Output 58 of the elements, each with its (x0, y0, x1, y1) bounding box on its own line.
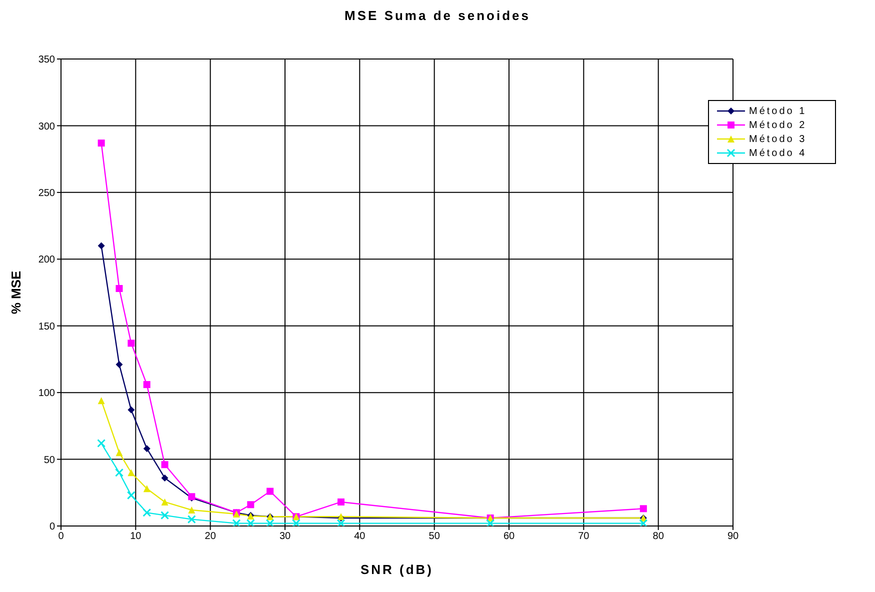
point (246, 519, 255, 526)
point (640, 505, 647, 512)
x-tick-label: 10 (130, 531, 142, 542)
x-tick-label: 60 (503, 531, 515, 542)
x-tick-label: 40 (354, 531, 366, 542)
point (188, 506, 196, 514)
point (116, 284, 123, 292)
y-tick-label: 300 (38, 121, 56, 132)
x-tick-label: 50 (428, 531, 440, 542)
point (336, 519, 346, 526)
point (142, 508, 152, 517)
point (639, 519, 648, 526)
x-tick-label: 20 (204, 531, 216, 542)
point (143, 445, 150, 452)
point (116, 361, 123, 368)
chart-title: MSE Suma de senoides (344, 8, 532, 23)
point (116, 449, 123, 456)
point (98, 242, 105, 250)
y-tick-label: 200 (38, 254, 56, 266)
legend-label: Método 1 (749, 106, 807, 116)
y-tick-label: 100 (38, 388, 56, 400)
x-tick-label: 0 (58, 531, 64, 542)
point (128, 406, 135, 414)
point (160, 511, 170, 520)
point (161, 461, 168, 468)
legend-label: Método 2 (749, 120, 807, 130)
y-axis-title: % MSE (8, 270, 24, 314)
point (114, 468, 124, 477)
point (128, 469, 135, 476)
point (161, 498, 168, 506)
y-tick-label: 250 (38, 188, 56, 199)
point (98, 397, 105, 404)
point (292, 519, 300, 526)
point (143, 381, 150, 388)
legend-label: Método 3 (749, 134, 807, 144)
y-tick-label: 0 (49, 522, 56, 533)
point (97, 439, 106, 448)
y-tick-label: 50 (44, 454, 56, 466)
y-tick-label: 150 (38, 321, 56, 332)
x-tick-label: 90 (727, 531, 739, 542)
x-tick-label: 30 (279, 531, 291, 542)
point (232, 519, 241, 526)
point (486, 519, 495, 526)
point (126, 491, 136, 500)
x-tick-label: 80 (652, 531, 664, 542)
point (161, 474, 168, 482)
legend-label: Método 4 (749, 148, 807, 158)
point (128, 340, 135, 347)
y-tick-label: 350 (38, 54, 56, 66)
x-tick-label: 70 (578, 531, 590, 542)
point (187, 515, 196, 524)
point (338, 498, 344, 506)
point (247, 501, 254, 508)
point (266, 488, 274, 495)
point (266, 519, 274, 526)
point (98, 140, 105, 147)
x-axis-title: SNR (dB) (360, 562, 434, 577)
point (143, 485, 150, 492)
